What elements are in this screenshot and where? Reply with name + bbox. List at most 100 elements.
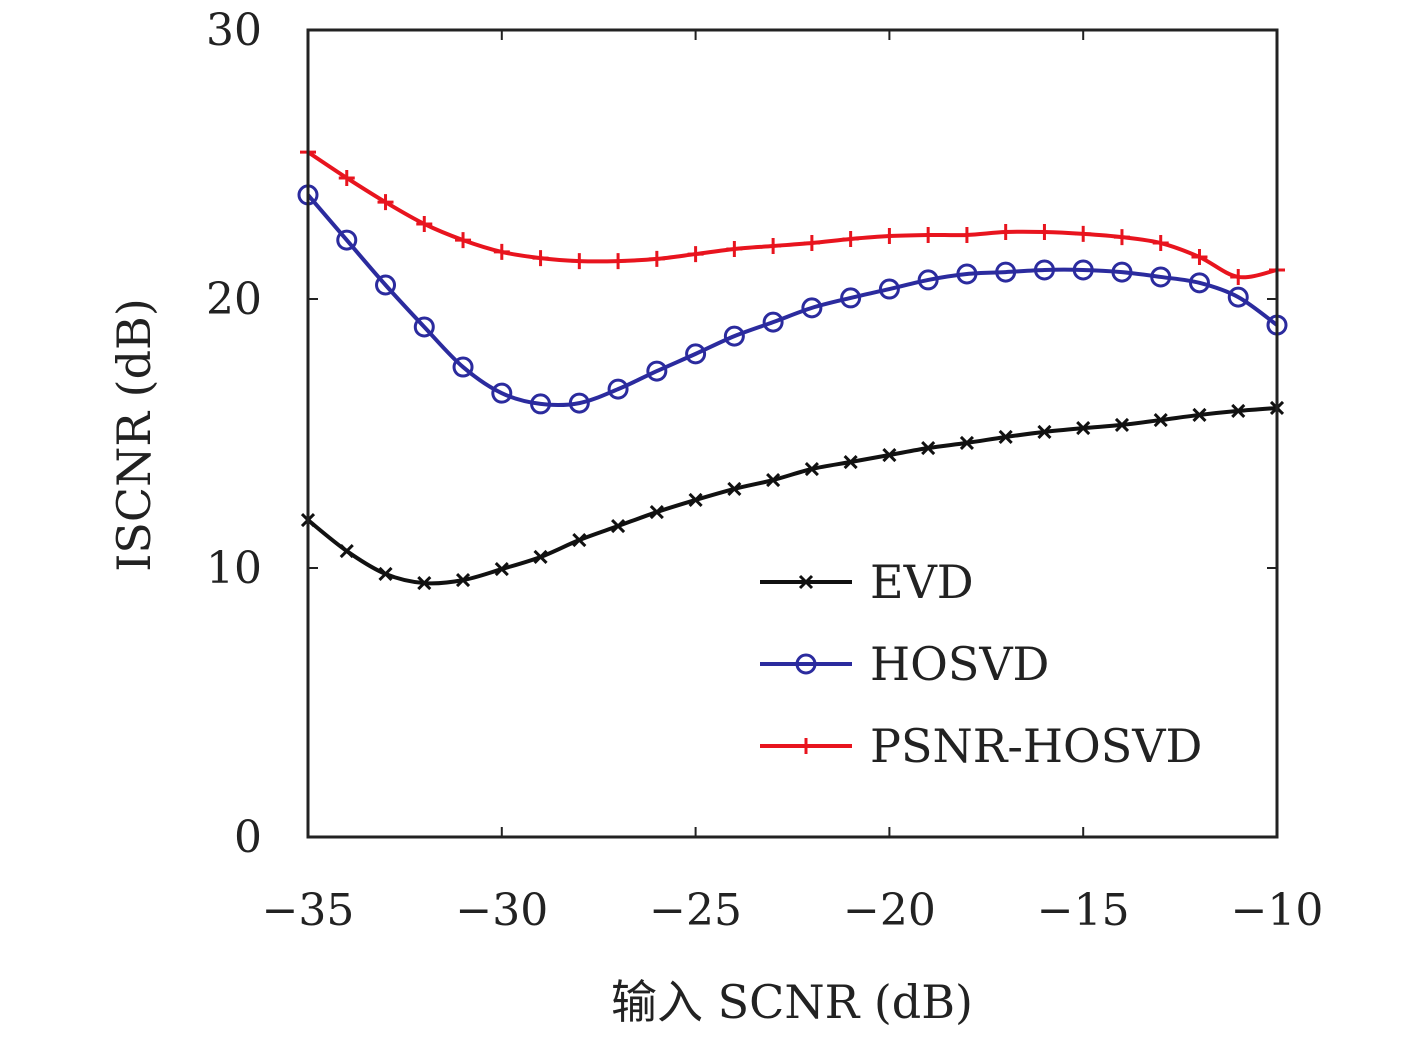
legend-label: HOSVD: [870, 637, 1049, 691]
data-point: [727, 481, 742, 496]
data-point: [997, 224, 1014, 241]
data-point: [762, 311, 784, 333]
data-point: [1153, 412, 1168, 428]
data-point: [610, 253, 627, 270]
data-point: [1036, 224, 1053, 241]
plot-area: [297, 144, 1288, 591]
data-point: [723, 325, 745, 347]
legend-marker: [798, 738, 814, 754]
axes-frame: [306, 28, 1279, 839]
data-point: [339, 543, 354, 559]
data-point: [568, 392, 590, 414]
data-point: [1227, 286, 1249, 308]
data-point: [882, 447, 897, 463]
data-point: [530, 393, 552, 415]
data-point: [843, 454, 858, 470]
data-point: [765, 238, 782, 255]
legend-label: EVD: [870, 555, 974, 609]
data-point: [685, 343, 707, 365]
x-tick-label: −30: [455, 885, 548, 936]
data-point: [1037, 424, 1052, 439]
data-point: [688, 492, 703, 508]
data-point: [956, 263, 978, 285]
data-point: [766, 472, 781, 488]
data-point: [726, 240, 743, 257]
data-point: [1191, 249, 1208, 266]
data-point: [494, 562, 509, 577]
x-tick-label: −20: [843, 885, 936, 936]
data-point: [1033, 259, 1055, 281]
y-tick-label: 10: [206, 543, 262, 594]
x-tick-label: −35: [262, 885, 355, 936]
data-point: [1072, 259, 1094, 281]
data-point: [921, 440, 936, 456]
data-point: [878, 278, 900, 300]
data-point: [1114, 417, 1130, 432]
data-point: [1113, 229, 1130, 246]
data-point: [1076, 421, 1091, 436]
data-point: [1152, 235, 1169, 252]
data-point: [649, 504, 664, 520]
data-point: [455, 573, 471, 588]
legend-marker: [795, 653, 817, 675]
data-point: [532, 250, 549, 267]
data-point: [687, 246, 704, 263]
data-point: [648, 250, 665, 267]
data-point: [572, 532, 587, 548]
data-point: [1111, 261, 1133, 283]
data-point: [998, 429, 1013, 445]
data-point: [452, 356, 474, 378]
legend-entry: HOSVD: [760, 637, 1049, 691]
data-point: [920, 226, 937, 243]
data-point: [1231, 403, 1246, 418]
data-point: [413, 316, 435, 338]
y-axis-label: ISCNR (dB): [107, 298, 161, 572]
x-tick-label: −10: [1231, 885, 1324, 936]
series-hosvd: [297, 184, 1288, 415]
x-tick-label: −25: [649, 885, 742, 936]
data-point: [958, 226, 975, 243]
data-point: [611, 518, 626, 534]
data-point: [607, 378, 629, 400]
legend-entry: EVD: [760, 555, 974, 609]
data-point: [455, 232, 472, 249]
data-point: [417, 576, 432, 591]
data-point: [917, 269, 939, 291]
data-point: [493, 243, 510, 260]
ticks: −35 −30 −25 −20 −15 −10 0 10 20 30: [206, 5, 1323, 936]
data-point: [1188, 272, 1210, 294]
data-point: [842, 231, 859, 248]
data-point: [804, 461, 819, 477]
y-tick-label: 0: [234, 812, 262, 863]
data-point: [377, 194, 394, 211]
data-point: [491, 382, 513, 404]
legend-entry: PSNR-HOSVD: [760, 719, 1202, 773]
data-point: [533, 549, 548, 565]
x-tick-label: −15: [1037, 885, 1130, 936]
data-point: [378, 566, 393, 581]
y-tick-label: 20: [206, 274, 262, 325]
data-point: [338, 169, 355, 186]
data-point: [840, 287, 862, 309]
series-psnr-hosvd: [300, 144, 1285, 285]
data-point: [801, 297, 823, 319]
series-line: [306, 193, 1279, 408]
data-point: [646, 360, 668, 382]
data-point: [336, 229, 358, 251]
data-point: [1230, 268, 1247, 285]
data-point: [1150, 266, 1172, 288]
series-line: [306, 405, 1278, 586]
data-point: [416, 215, 433, 232]
legend-marker: [798, 574, 814, 590]
data-point: [1192, 407, 1207, 422]
legend-label: PSNR-HOSVD: [870, 719, 1202, 773]
y-tick-label: 30: [206, 5, 262, 56]
data-point: [803, 235, 820, 252]
data-point: [959, 435, 974, 450]
data-point: [881, 228, 898, 245]
series-evd: [300, 400, 1285, 591]
x-axis-label: 输入 SCNR (dB): [611, 975, 973, 1029]
series-line: [306, 150, 1278, 280]
legend: EVD HOSVD PSNR-HOSVD: [760, 555, 1202, 773]
